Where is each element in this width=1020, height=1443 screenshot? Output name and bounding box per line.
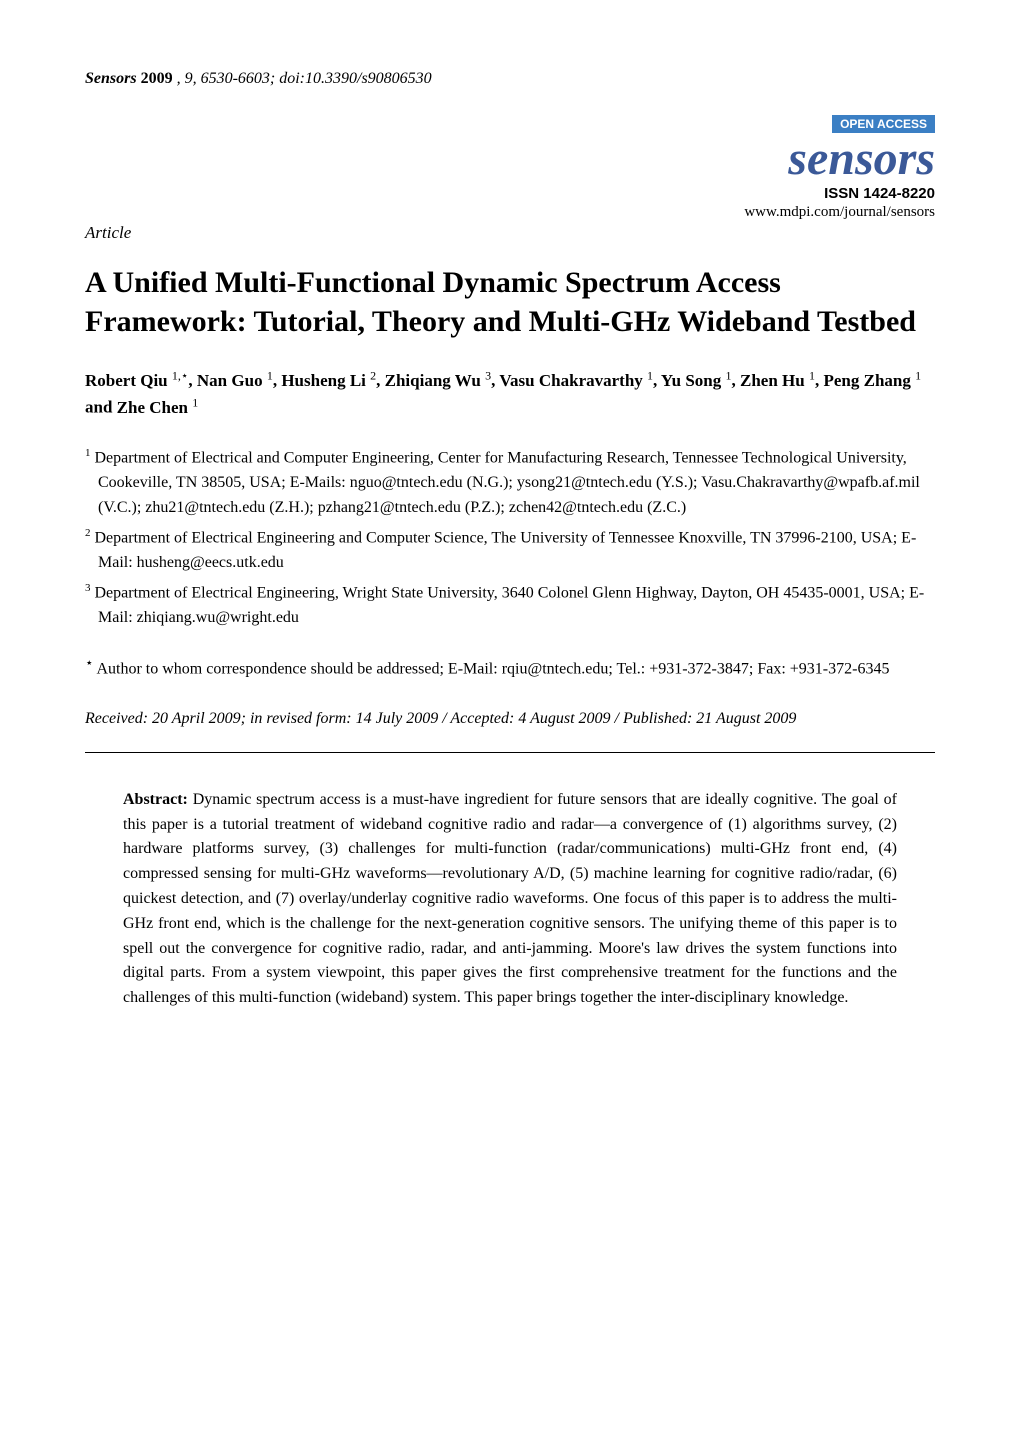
author-sup: 1 <box>647 368 653 382</box>
author-name: Peng Zhang 1 <box>823 371 921 390</box>
author-name: Husheng Li 2 <box>281 371 376 390</box>
header-line: Sensors 2009 , 9, 6530-6603; doi:10.3390… <box>85 70 935 88</box>
dates-line: Received: 20 April 2009; in revised form… <box>85 707 935 732</box>
logo-brand: sensors <box>744 135 935 183</box>
authors-line: Robert Qiu 1,⋆, Nan Guo 1, Husheng Li 2,… <box>85 366 935 420</box>
affiliation-text: Department of Electrical Engineering, Wr… <box>91 584 925 626</box>
affiliation-text: Department of Electrical and Computer En… <box>91 450 920 517</box>
header-year: 2009 <box>141 70 173 87</box>
author-name: Zhe Chen 1 <box>117 398 199 417</box>
affiliation-item: 2 Department of Electrical Engineering a… <box>85 525 935 576</box>
journal-name: Sensors <box>85 70 137 87</box>
open-access-badge: OPEN ACCESS <box>832 115 935 133</box>
affiliations-block: 1 Department of Electrical and Computer … <box>85 445 935 631</box>
header-volpages: , 9, 6530-6603; doi:10.3390/s90806530 <box>177 70 432 87</box>
abstract-block: Abstract: Dynamic spectrum access is a m… <box>85 788 935 1011</box>
article-type: Article <box>85 223 935 243</box>
abstract-label: Abstract: <box>123 791 188 808</box>
author-sup: 1 <box>915 368 921 382</box>
author-name: Nan Guo 1 <box>197 371 273 390</box>
abstract-text: Dynamic spectrum access is a must-have i… <box>123 791 897 1006</box>
author-sup: 1 <box>267 368 273 382</box>
author-name: Yu Song 1 <box>661 371 732 390</box>
author-sup: 3 <box>485 368 491 382</box>
author-sup: 1 <box>809 368 815 382</box>
corresponding-text: Author to whom correspondence should be … <box>93 660 889 677</box>
affiliation-text: Department of Electrical Engineering and… <box>91 529 917 571</box>
author-name: Zhen Hu 1 <box>740 371 815 390</box>
logo-block: OPEN ACCESS sensors ISSN 1424-8220 www.m… <box>744 115 935 221</box>
author-sup: 1 <box>726 368 732 382</box>
author-sup: 1 <box>192 395 198 409</box>
author-name: Vasu Chakravarthy 1 <box>499 371 653 390</box>
affiliation-item: 1 Department of Electrical and Computer … <box>85 445 935 521</box>
paper-title: A Unified Multi-Functional Dynamic Spect… <box>85 263 935 341</box>
corresponding-author: ⋆ Author to whom correspondence should b… <box>85 653 935 682</box>
author-name: Robert Qiu 1,⋆ <box>85 371 188 390</box>
author-name: Zhiqiang Wu 3 <box>385 371 492 390</box>
issn-text: ISSN 1424-8220 <box>744 185 935 202</box>
journal-url: www.mdpi.com/journal/sensors <box>744 204 935 221</box>
author-sup: 2 <box>370 368 376 382</box>
divider-line <box>85 752 935 753</box>
author-sup: 1,⋆ <box>172 368 189 382</box>
affiliation-item: 3 Department of Electrical Engineering, … <box>85 580 935 631</box>
